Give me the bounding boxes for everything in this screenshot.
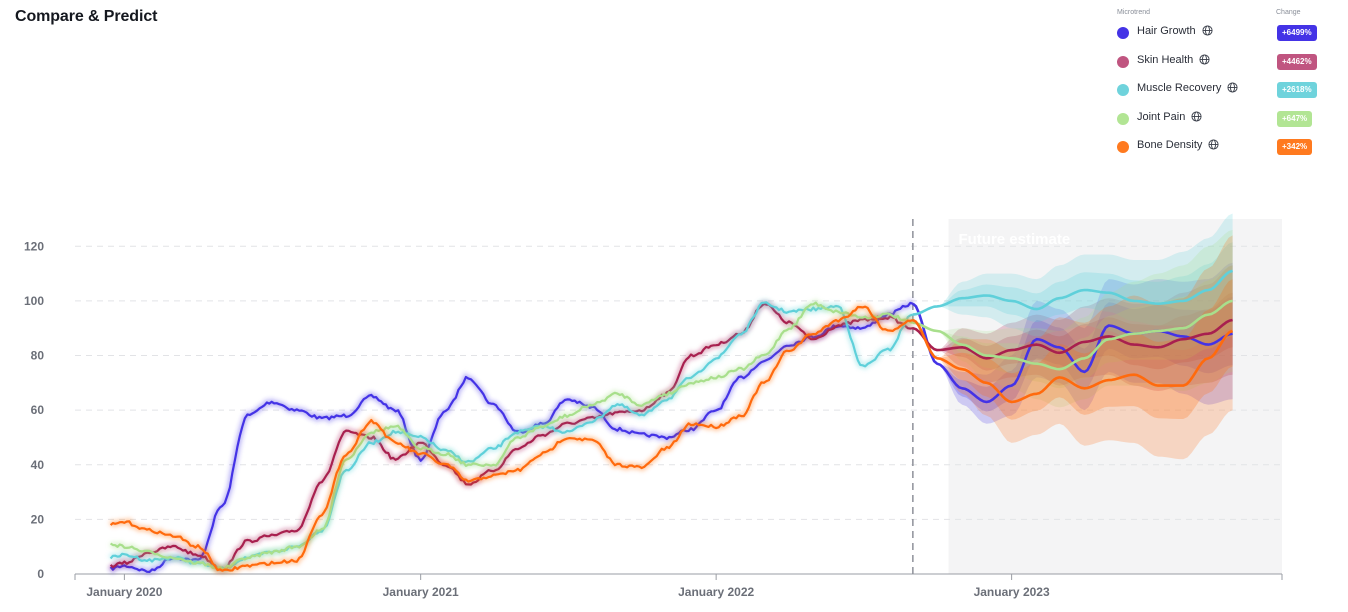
x-tick-label: January 2020 [86, 585, 162, 599]
series-line-historical[interactable] [109, 301, 914, 571]
legend-item-text: Muscle Recovery [1137, 82, 1222, 94]
legend-item-joint-pain[interactable]: Joint Pain +647% [1116, 108, 1336, 137]
legend-color-dot [1117, 112, 1129, 125]
y-tick-label: 120 [24, 239, 44, 253]
series-line-historical[interactable] [109, 302, 914, 571]
legend-header-trend: Microtrend [1117, 9, 1151, 16]
legend-item-bone-density[interactable]: Bone Density +342% [1116, 136, 1336, 165]
globe-icon[interactable] [1202, 25, 1213, 36]
series-joint-pain[interactable] [108, 298, 1233, 573]
series-hair-growth[interactable] [108, 299, 1233, 575]
series-line-forecast[interactable] [912, 299, 1233, 371]
legend-color-dot [1117, 141, 1129, 153]
legend-color-dot [1117, 55, 1129, 68]
change-badge: +342% [1277, 139, 1313, 155]
x-tick-label: January 2023 [974, 585, 1050, 599]
confidence-band-outer [937, 213, 1233, 351]
legend-item-skin-health[interactable]: Skin Health +4462% [1116, 51, 1336, 80]
confidence-band-outer [937, 229, 1233, 408]
legend-item-label: Muscle Recovery [1137, 82, 1238, 94]
series-line-forecast[interactable] [912, 302, 1233, 404]
legend-item-text: Skin Health [1137, 53, 1194, 66]
legend-color-dot [1117, 27, 1129, 39]
x-tick-label: January 2022 [678, 585, 754, 599]
confidence-band-outer [937, 235, 1233, 460]
legend-header-change: Change [1276, 9, 1301, 16]
change-badge: +2618% [1277, 82, 1317, 98]
confidence-band-inner [937, 296, 1233, 412]
legend-item-label: Hair Growth [1137, 25, 1213, 37]
legend-item-text: Joint Pain [1137, 110, 1186, 123]
change-badge: +647% [1277, 110, 1313, 127]
legend: Microtrend Change Hair Growth +6499% Skin … [1116, 8, 1336, 165]
series-skin-health[interactable] [108, 300, 1233, 573]
y-tick-label: 100 [24, 294, 44, 308]
legend-item-hair-growth[interactable]: Hair Growth +6499% [1116, 22, 1336, 51]
legend-color-dot [1117, 84, 1129, 96]
legend-item-label: Bone Density [1137, 139, 1219, 151]
series-line-forecast[interactable] [912, 269, 1233, 316]
globe-icon[interactable] [1227, 82, 1238, 93]
series-line-historical[interactable] [109, 305, 914, 572]
globe-icon[interactable] [1199, 53, 1210, 65]
legend-item-text: Bone Density [1137, 139, 1203, 151]
series-line-forecast[interactable] [912, 318, 1233, 360]
y-tick-label: 60 [31, 403, 45, 417]
y-tick-label: 0 [37, 567, 44, 581]
legend-header: Microtrend Change [1116, 8, 1336, 22]
series-line-forecast[interactable] [912, 318, 1234, 404]
series-line-historical[interactable] [109, 301, 914, 573]
globe-icon[interactable] [1191, 110, 1202, 122]
change-badge: +4462% [1277, 53, 1317, 70]
page-title: Compare & Predict [15, 8, 158, 25]
y-tick-label: 20 [31, 512, 45, 526]
legend-item-text: Hair Growth [1137, 25, 1196, 37]
legend-item-muscle-recovery[interactable]: Muscle Recovery +2618% [1116, 79, 1336, 108]
y-tick-label: 40 [31, 458, 45, 472]
x-tick-label: January 2021 [383, 585, 459, 599]
globe-icon[interactable] [1208, 139, 1219, 150]
series-bone-density[interactable] [108, 303, 1234, 575]
future-estimate-label: Future estimate [958, 231, 1070, 248]
legend-item-label: Skin Health [1137, 54, 1210, 66]
legend-item-label: Joint Pain [1137, 111, 1202, 123]
legend-rows: Hair Growth +6499% Skin Health +4462% Muscle… [1116, 22, 1336, 165]
confidence-band-outer [937, 265, 1233, 391]
change-badge: +6499% [1277, 25, 1317, 41]
y-tick-label: 80 [31, 349, 45, 363]
